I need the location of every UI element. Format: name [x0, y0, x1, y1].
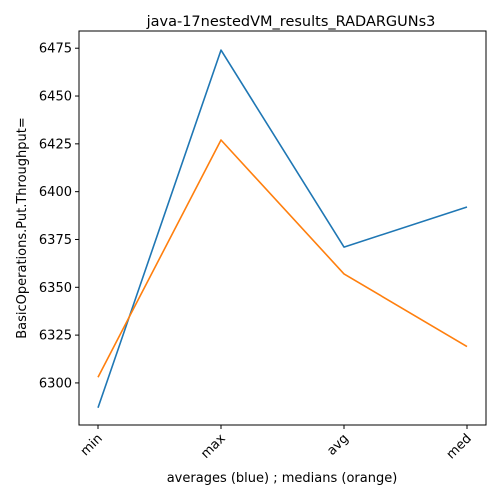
x-axis-label: averages (blue) ; medians (orange) [167, 471, 398, 486]
x-tick-label: med [444, 431, 475, 462]
series-line-2 [97, 139, 468, 378]
series-group [97, 49, 468, 409]
plot-area [78, 30, 487, 426]
y-tick-label: 6425 [39, 137, 72, 152]
y-axis-label: BasicOperations.Put.Throughput= [15, 117, 30, 339]
y-tick-label: 6325 [39, 329, 72, 344]
y-tick-label: 6475 [39, 42, 72, 57]
chart-title: java-17nestedVM_results_RADARGUNs3 [146, 14, 436, 30]
y-tick-label: 6300 [39, 376, 72, 391]
y-tick-label: 6375 [39, 233, 72, 248]
x-tick-label: max [198, 431, 229, 462]
x-axis: min max avg med [78, 425, 475, 462]
y-tick-label: 6400 [39, 185, 72, 200]
y-tick-label: 6450 [39, 90, 72, 105]
series-line-1 [97, 49, 468, 409]
x-tick-label: min [78, 431, 106, 459]
y-tick-label: 6350 [39, 281, 72, 296]
x-tick-label: avg [324, 431, 352, 459]
y-axis: 6300 6325 6350 6375 6400 6425 6450 6475 [39, 42, 79, 391]
